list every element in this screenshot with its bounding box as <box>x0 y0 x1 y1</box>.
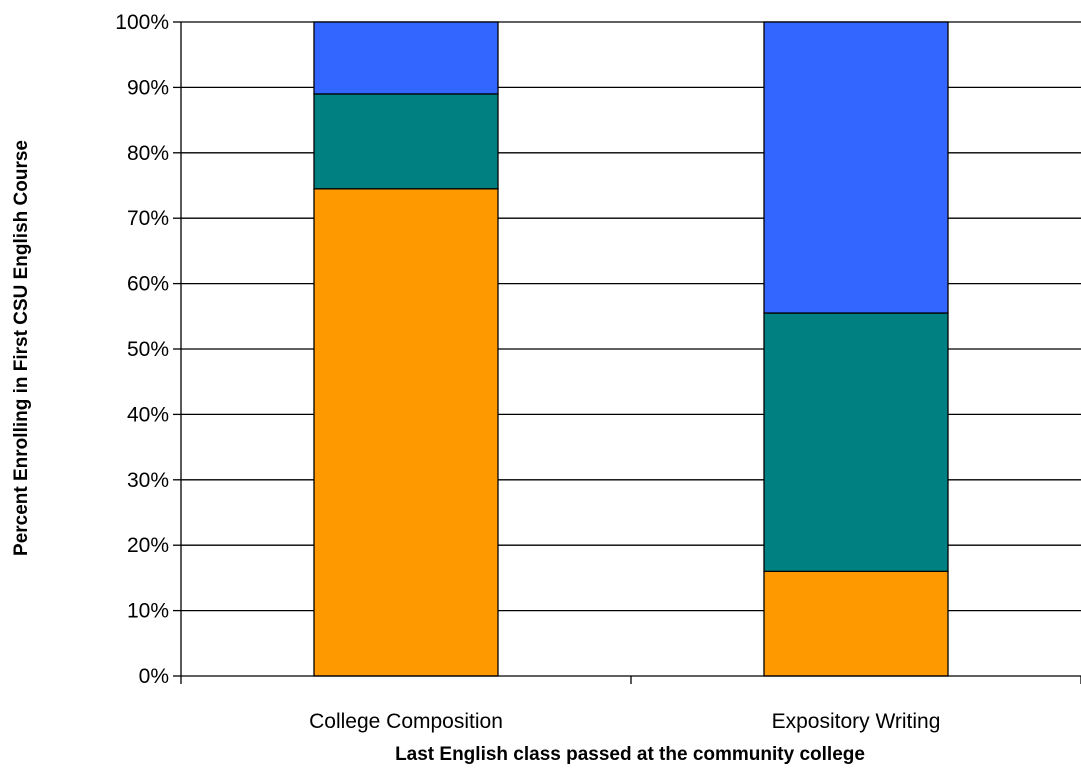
y-tick-label: 60% <box>127 273 169 296</box>
y-tick-label: 40% <box>127 403 169 426</box>
y-tick-label: 50% <box>127 338 169 361</box>
bar-segment <box>313 93 499 190</box>
x-axis-title: Last English class passed at the communi… <box>395 744 865 765</box>
y-tick-label: 10% <box>127 600 169 623</box>
x-tick-label: Expository Writing <box>772 710 941 733</box>
y-tick-label: 0% <box>139 665 169 688</box>
y-axis-title: Percent Enrolling in First CSU English C… <box>11 140 32 556</box>
bar-segment <box>313 188 499 677</box>
y-tick-label: 70% <box>127 207 169 230</box>
y-tick-label: 90% <box>127 76 169 99</box>
y-tick-label: 80% <box>127 142 169 165</box>
x-tick-label: College Composition <box>309 710 503 733</box>
y-tick-labels: 0% 10% 20% 30% 40% 50% 60% 70% 80% 90% 100% <box>115 11 169 688</box>
y-tick-label: 20% <box>127 534 169 557</box>
bar-segment <box>763 21 949 314</box>
x-tick-labels: College Composition Expository Writing <box>309 710 940 733</box>
y-tick-label: 30% <box>127 469 169 492</box>
bar-segment <box>313 21 499 95</box>
bar-segment <box>763 570 949 677</box>
bar-segment <box>763 312 949 573</box>
y-tick-label: 100% <box>115 11 169 34</box>
bars <box>313 21 949 677</box>
axes <box>173 21 1081 684</box>
